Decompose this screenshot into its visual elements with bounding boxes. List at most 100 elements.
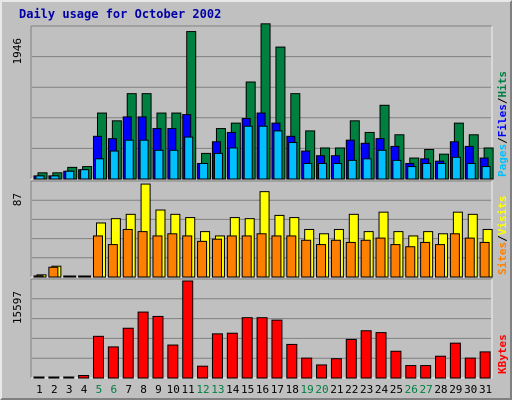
sites-bar xyxy=(375,237,386,278)
kbytes-bar xyxy=(107,346,119,379)
sites-bar xyxy=(226,235,237,278)
day-label: 6 xyxy=(110,383,117,396)
pages-bar xyxy=(407,166,417,180)
day-label: 24 xyxy=(375,383,389,396)
kbytes-bar xyxy=(182,280,194,379)
kbytes-bar xyxy=(197,365,209,379)
pages-bar xyxy=(124,139,134,180)
day-label: 27 xyxy=(419,383,432,396)
kbytes-bar xyxy=(271,319,283,379)
pages-bar xyxy=(65,170,75,180)
legend-pages: Pages xyxy=(496,144,509,177)
kbytes-bar xyxy=(241,317,253,379)
pages-bar xyxy=(35,175,45,180)
day-label: 18 xyxy=(286,383,299,396)
visits-sites-ymax-label: 87 xyxy=(11,193,24,206)
legend-files: Files xyxy=(496,104,509,137)
pages-bar xyxy=(258,125,268,180)
sites-bar xyxy=(479,241,490,278)
kbytes-bar xyxy=(479,351,491,379)
day-label: 5 xyxy=(96,383,103,396)
kbytes-bar xyxy=(48,376,60,379)
kbytes-bar xyxy=(330,358,342,379)
kbytes-bar xyxy=(78,375,90,379)
sites-bar xyxy=(345,241,356,278)
sites-bar xyxy=(420,241,431,278)
day-label: 12 xyxy=(196,383,209,396)
pages-bar xyxy=(451,156,461,180)
sites-bar xyxy=(435,244,446,278)
day-label: 31 xyxy=(479,383,492,396)
sites-bar xyxy=(152,235,163,278)
pages-bar xyxy=(228,147,238,180)
kbytes-bar xyxy=(33,376,45,379)
day-label: 10 xyxy=(167,383,180,396)
day-label: 1 xyxy=(36,383,43,396)
day-label: 2 xyxy=(51,383,58,396)
day-label: 26 xyxy=(405,383,418,396)
kbytes-bar xyxy=(420,365,432,379)
pages-bar xyxy=(347,159,357,180)
day-label: 22 xyxy=(345,383,358,396)
sites-bar xyxy=(182,235,193,278)
kbytes-ymax-label: 15597 xyxy=(11,291,24,324)
legend-kbytes: KBytes xyxy=(496,334,509,374)
kbytes-bar xyxy=(256,317,268,379)
legend-kbytes: KBytes xyxy=(496,334,509,374)
sites-bar xyxy=(122,228,133,278)
day-label: 20 xyxy=(315,383,328,396)
pages-bar xyxy=(422,162,432,180)
pages-bar xyxy=(199,162,209,180)
sites-bar xyxy=(405,246,416,278)
kbytes-bar xyxy=(375,332,387,379)
day-label: 7 xyxy=(125,383,132,396)
legend-visits-sites: Sites/Visits xyxy=(496,196,509,276)
pages-bar xyxy=(273,130,283,180)
pages-bar xyxy=(109,150,119,180)
pages-bar xyxy=(288,142,298,180)
sites-bar xyxy=(78,275,89,278)
chart-title: Daily usage for October 2002 xyxy=(19,7,222,21)
day-label: 14 xyxy=(226,383,240,396)
sites-bar xyxy=(464,237,475,278)
pages-bar xyxy=(332,162,342,180)
pages-bar xyxy=(392,159,402,180)
pages-bar xyxy=(437,162,447,180)
pages-bar xyxy=(243,125,253,180)
kbytes-bar xyxy=(345,338,357,379)
day-label: 25 xyxy=(390,383,403,396)
sites-bar xyxy=(33,275,44,278)
kbytes-bar xyxy=(63,376,75,379)
sites-bar xyxy=(360,239,371,278)
sites-bar xyxy=(197,240,208,278)
kbytes-bar xyxy=(286,343,298,379)
kbytes-bar xyxy=(211,333,223,379)
day-label: 3 xyxy=(66,383,73,396)
kbytes-bar xyxy=(316,364,328,379)
legend-hits: Hits xyxy=(496,71,509,98)
day-label: 8 xyxy=(140,383,147,396)
day-label: 21 xyxy=(330,383,343,396)
legend-sites: Sites xyxy=(496,242,509,275)
pages-bar xyxy=(481,166,491,180)
sites-bar xyxy=(241,235,252,278)
sites-bar xyxy=(271,235,282,278)
kbytes-bar xyxy=(137,311,149,379)
kbytes-bar xyxy=(435,355,447,379)
legend-hits-files-pages: Pages/Files/Hits xyxy=(496,71,509,177)
kbytes-bar xyxy=(360,330,372,379)
kbytes-bar xyxy=(122,327,134,379)
sites-bar xyxy=(286,235,297,278)
sites-bar xyxy=(48,266,59,278)
kbytes-bar xyxy=(390,350,402,379)
day-label: 13 xyxy=(211,383,224,396)
pages-bar xyxy=(169,149,179,180)
sites-bar xyxy=(390,244,401,278)
kbytes-bar xyxy=(92,335,104,379)
day-label: 9 xyxy=(155,383,162,396)
sites-bar xyxy=(301,239,312,278)
day-label: 17 xyxy=(271,383,284,396)
pages-bar xyxy=(139,139,149,180)
sites-bar xyxy=(63,275,74,278)
